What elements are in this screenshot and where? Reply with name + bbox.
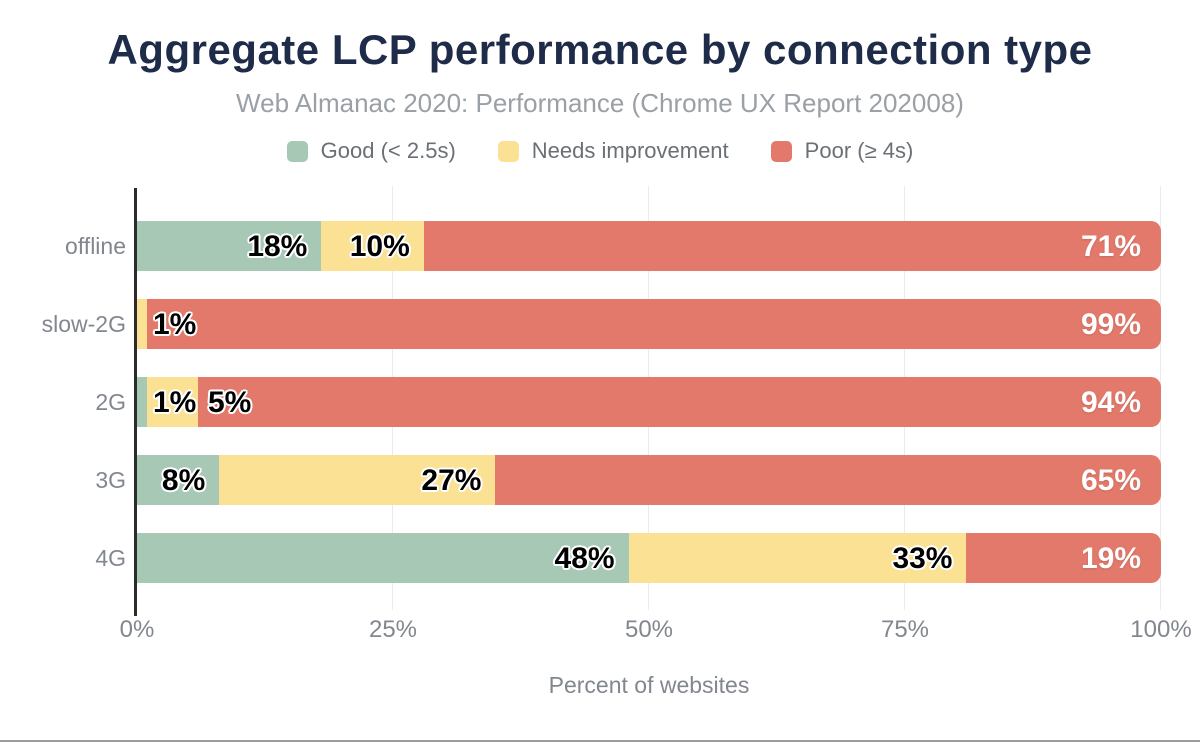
category-label-offline: offline: [65, 233, 126, 259]
value-label-poor-offline: 71%: [1081, 230, 1142, 263]
bottom-border-rule: [0, 740, 1200, 742]
value-label-needs-improvement-offline: 10%: [349, 230, 410, 263]
plot-area: 18% 10% 71% 1% 99% 1% 5% 94% 8% 27% 65% 48% 33% 19%: [134, 186, 1161, 616]
bar-segment-poor-3G: [495, 455, 1161, 505]
chart-title: Aggregate LCP performance by connection …: [107, 26, 1093, 73]
x-tick-label-75%: 75%: [880, 616, 930, 643]
bar-segment-poor-4G: [966, 533, 1161, 583]
value-label-poor-4G: 19%: [1081, 542, 1142, 575]
category-label-4G: 4G: [95, 545, 126, 571]
value-label-needs-improvement-slow-2G: 1%: [153, 308, 197, 341]
value-label-poor-slow-2G: 99%: [1081, 308, 1142, 341]
bar-segment-good-4G: [137, 533, 629, 583]
value-label-needs-improvement-4G: 33%: [892, 542, 953, 575]
legend-label-needs-improvement: Needs improvement: [531, 138, 729, 163]
legend: Good (< 2.5s) Needs improvement Poor (≥ 4s…: [0, 138, 1200, 164]
bar-segment-good-offline: [137, 221, 322, 271]
value-label-good-3G: 8%: [161, 464, 206, 497]
bar-segment-poor-slow-2G: [147, 299, 1161, 349]
x-axis-ticks: 0% 25% 50% 75% 100%: [120, 616, 1192, 646]
legend-item-poor: Poor (≥ 4s): [770, 138, 914, 164]
x-tick-label-50%: 50%: [624, 616, 674, 643]
bar-row-offline: 18% 10% 71%: [137, 221, 1161, 271]
bar-row-2G: 1% 5% 94%: [137, 377, 1161, 427]
category-label-3G: 3G: [95, 467, 126, 493]
x-tick-label-0%: 0%: [119, 616, 155, 643]
bar-segment-poor-offline: [423, 221, 1161, 271]
bar-segment-needs-improvement-2G: [147, 377, 199, 427]
x-axis-title: Percent of websites: [548, 672, 750, 698]
value-label-good-2G: 1%: [153, 386, 197, 419]
legend-swatch-needs-improvement: [497, 140, 519, 162]
x-tick-label-25%: 25%: [368, 616, 418, 643]
value-label-poor-2G: 94%: [1081, 386, 1142, 419]
legend-item-good: Good (< 2.5s): [286, 138, 456, 164]
value-label-poor-3G: 65%: [1081, 464, 1142, 497]
bar-row-3G: 8% 27% 65%: [137, 455, 1161, 505]
bar-segment-good-3G: [137, 455, 219, 505]
value-label-good-offline: 18%: [247, 230, 308, 263]
legend-item-needs-improvement: Needs improvement: [497, 138, 729, 164]
bar-segment-needs-improvement-4G: [628, 533, 967, 583]
bar-row-4G: 48% 33% 19%: [137, 533, 1161, 583]
legend-label-poor: Poor (≥ 4s): [804, 138, 914, 163]
bar-segment-needs-improvement-offline: [321, 221, 424, 271]
legend-swatch-poor: [770, 140, 792, 162]
value-label-good-4G: 48%: [554, 542, 615, 575]
bar-segment-needs-improvement-slow-2G: [137, 299, 148, 349]
value-label-needs-improvement-2G: 5%: [208, 386, 252, 419]
bar-segment-poor-2G: [198, 377, 1161, 427]
legend-swatch-good: [286, 140, 308, 162]
legend-label-good: Good (< 2.5s): [320, 138, 456, 163]
x-tick-label-100%: 100%: [1130, 616, 1192, 643]
bar-segment-good-2G: [137, 377, 148, 427]
category-label-2G: 2G: [95, 389, 126, 415]
bar-row-slow-2G: 1% 99%: [137, 299, 1161, 349]
value-label-needs-improvement-3G: 27%: [421, 464, 482, 497]
bar-segment-needs-improvement-3G: [218, 455, 496, 505]
y-axis-line: [134, 188, 137, 616]
category-label-slow-2G: slow-2G: [41, 311, 126, 337]
chart-subtitle: Web Almanac 2020: Performance (Chrome UX…: [236, 88, 964, 118]
